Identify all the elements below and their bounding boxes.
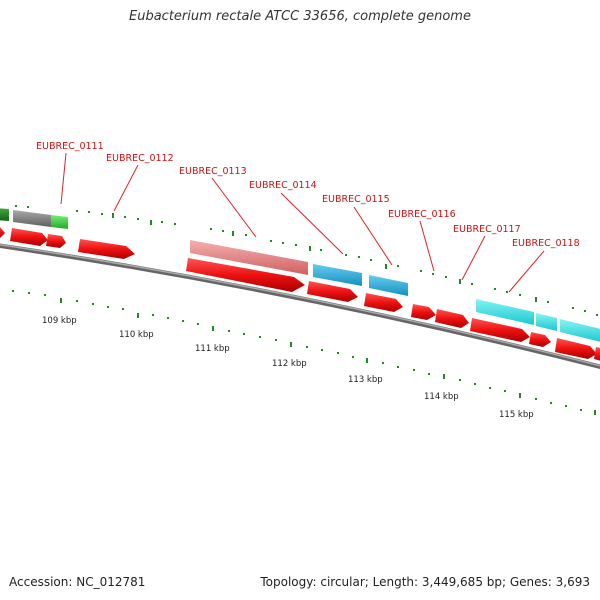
gene-forward-small[interactable]	[529, 332, 551, 347]
gene-label-EUBREC_0117: EUBREC_0117	[453, 224, 521, 235]
scale-label-109: 109 kbp	[42, 316, 77, 326]
gene-label-EUBREC_0111: EUBREC_0111	[36, 141, 104, 152]
gene-EUBREC_0113-forward[interactable]	[186, 258, 305, 292]
scale-label-115: 115 kbp	[499, 410, 534, 420]
gene-label-EUBREC_0114: EUBREC_0114	[249, 180, 317, 191]
scale-label-112: 112 kbp	[272, 359, 307, 369]
gene-EUBREC_0114-forward[interactable]	[307, 281, 358, 302]
lower-tick-row	[12, 290, 596, 415]
gene-EUBREC_0118-forward[interactable]	[470, 318, 530, 342]
gene-cyan-right-feature[interactable]	[560, 319, 600, 343]
gene-EUBREC_0112-feature[interactable]	[78, 239, 135, 259]
gene-EUBREC_0118-feature[interactable]	[476, 299, 534, 325]
gene-forward-1[interactable]	[10, 228, 48, 246]
gene-EUBREC_0115-feature[interactable]	[369, 275, 408, 296]
accession-text: Accession: NC_012781	[9, 575, 146, 589]
scale-label-110: 110 kbp	[119, 330, 154, 340]
gene-EUBREC_0115-forward[interactable]	[364, 293, 403, 312]
gene-forward-0[interactable]	[0, 226, 5, 238]
gene-label-EUBREC_0115: EUBREC_0115	[322, 194, 390, 205]
genome-backbone	[0, 243, 600, 370]
gene-label-EUBREC_0118: EUBREC_0118	[512, 238, 580, 249]
gene-forward-edge[interactable]	[594, 347, 600, 362]
scale-label-114: 114 kbp	[424, 392, 459, 402]
gene-cyan-small-feature[interactable]	[536, 313, 557, 331]
map-title: Eubacterium rectale ATCC 33656, complete…	[129, 9, 471, 24]
scale-label-111: 111 kbp	[195, 344, 230, 354]
gene-green-feature[interactable]	[51, 215, 68, 229]
gene-gray-feature[interactable]	[13, 210, 51, 227]
gene-label-EUBREC_0113: EUBREC_0113	[179, 166, 247, 177]
label-leader-lines	[60, 152, 545, 293]
gene-EUBREC_0116-feature[interactable]	[411, 304, 436, 320]
gene-label-EUBREC_0112: EUBREC_0112	[106, 153, 174, 164]
topology-text: Topology: circular; Length: 3,449,685 bp…	[260, 575, 590, 589]
reverse-strand-track	[0, 208, 600, 343]
gene-EUBREC_0114-feature[interactable]	[313, 264, 362, 286]
gene-EUBREC_0117-feature[interactable]	[435, 309, 469, 328]
scale-label-113: 113 kbp	[348, 375, 383, 385]
gene-label-EUBREC_0116: EUBREC_0116	[388, 209, 456, 220]
forward-strand-track	[0, 226, 600, 362]
gene-dkgreen-feature[interactable]	[0, 208, 9, 221]
gene-EUBREC_0113-feature[interactable]	[190, 240, 308, 275]
gene-forward-right[interactable]	[555, 338, 597, 359]
gene-forward-2[interactable]	[46, 234, 66, 248]
upper-tick-row	[15, 205, 598, 316]
